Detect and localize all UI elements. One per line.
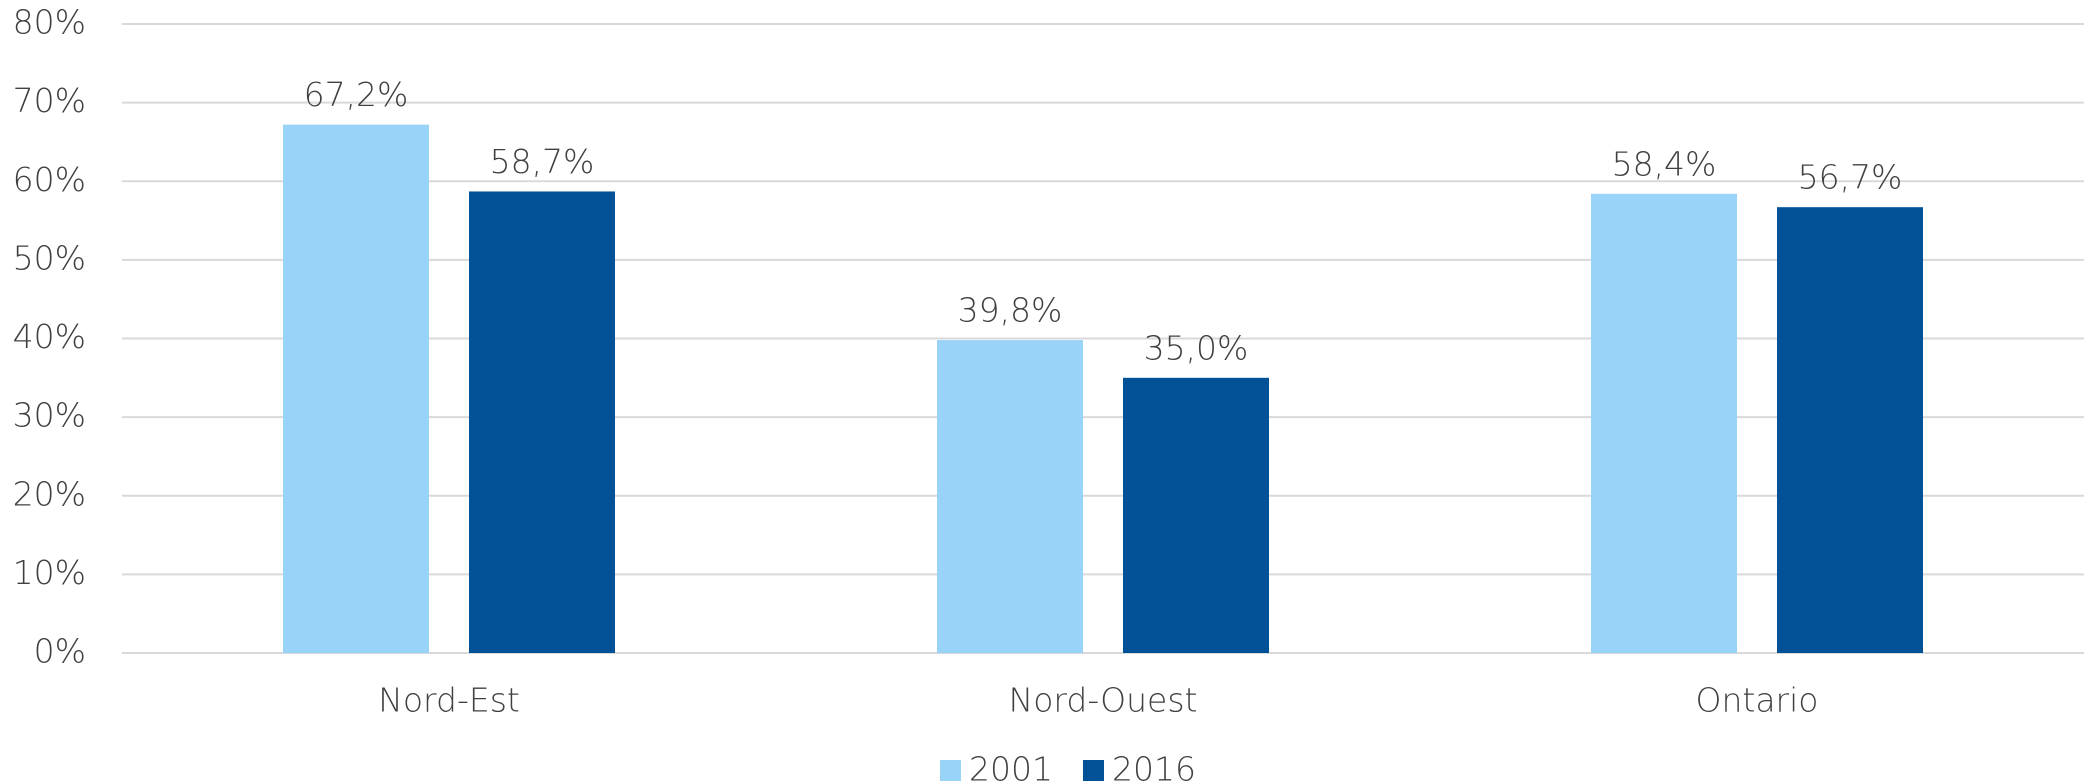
y-tick-label: 70% — [13, 81, 86, 120]
y-tick-label: 50% — [13, 238, 86, 277]
value-label: 58,7% — [490, 142, 595, 181]
x-tick-label: Nord-Ouest — [1009, 681, 1198, 720]
value-label: 56,7% — [1798, 158, 1903, 197]
legend-swatch — [1082, 760, 1104, 781]
bar — [1123, 377, 1269, 653]
value-label: 39,8% — [958, 291, 1063, 330]
value-label: 67,2% — [304, 75, 409, 114]
y-tick-label: 60% — [13, 160, 86, 199]
y-tick-label: 80% — [13, 3, 86, 42]
x-tick-label: Ontario — [1696, 681, 1819, 720]
y-tick-label: 20% — [13, 474, 86, 513]
y-tick-label: 0% — [34, 632, 86, 671]
bar — [1591, 193, 1737, 653]
y-tick-label: 30% — [13, 396, 86, 435]
bar — [283, 124, 429, 653]
bar — [469, 191, 615, 653]
legend-label: 2001 — [969, 750, 1053, 784]
legend-label: 2016 — [1112, 750, 1196, 784]
y-tick-label: 10% — [13, 553, 86, 592]
bar — [937, 340, 1083, 653]
y-tick-label: 40% — [13, 317, 86, 356]
legend-swatch — [940, 760, 961, 781]
value-label: 35,0% — [1144, 328, 1249, 367]
bar — [1777, 207, 1923, 654]
x-tick-label: Nord-Est — [378, 681, 520, 720]
value-label: 58,4% — [1612, 144, 1717, 183]
